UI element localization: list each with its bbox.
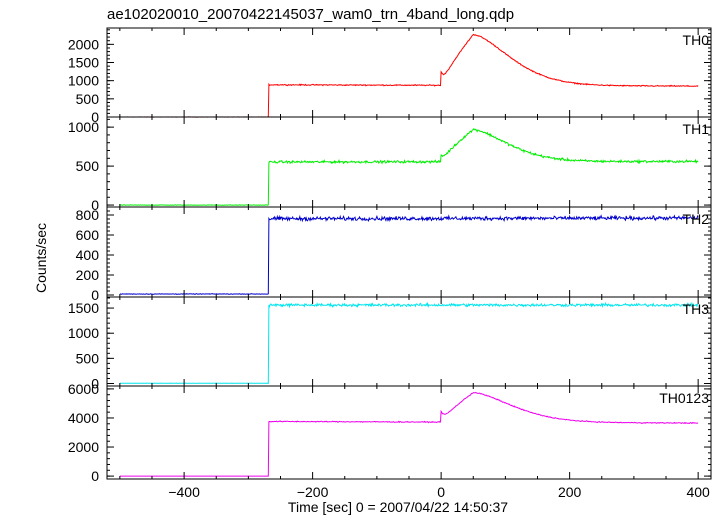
y-tick-label: 2000 <box>68 36 99 52</box>
panel-frame <box>106 206 712 298</box>
panel-frame <box>106 296 712 387</box>
panel-th0123: 0 2000 4000 6000 TH0123 <box>68 381 712 484</box>
panel-label-th0: TH0 <box>683 32 710 48</box>
x-axis-label: Time [sec] 0 = 2007/04/22 14:50:37 <box>288 499 508 515</box>
series-line-th0 <box>119 33 699 118</box>
panel-frame <box>106 385 712 480</box>
series-line-th3 <box>119 301 699 384</box>
y-tick-label: 500 <box>76 91 100 107</box>
y-tick-label: 500 <box>76 158 100 174</box>
series-line-th2 <box>119 214 699 295</box>
y-tick-label: 1500 <box>68 300 99 316</box>
panel-frame <box>106 27 712 118</box>
y-tick-label: 0 <box>91 197 99 213</box>
x-tick-label: −200 <box>297 484 329 500</box>
panel-label-th0123: TH0123 <box>659 390 709 406</box>
y-tick-label: 200 <box>76 267 100 283</box>
panel-th0: 0 500 1000 1500 2000 TH0 <box>68 27 712 125</box>
panel-label-th2: TH2 <box>683 211 710 227</box>
panel-th2: 0 200 400 600 800 TH2 <box>76 206 712 303</box>
y-tick-label: 2000 <box>68 439 99 455</box>
y-tick-label: 4000 <box>68 410 99 426</box>
y-tick-label: 0 <box>91 468 99 484</box>
x-tick-label: 200 <box>558 484 582 500</box>
panel-th1: 0 500 1000 TH1 <box>68 116 712 213</box>
panel-label-th3: TH3 <box>683 301 710 317</box>
chart-title: ae102020010_20070422145037_wam0_trn_4ban… <box>107 6 514 23</box>
panel-label-th1: TH1 <box>683 121 710 137</box>
series-line-th1 <box>119 127 699 206</box>
panel-th3: 0 500 1000 1500 TH3 <box>68 296 712 391</box>
y-tick-label: 800 <box>76 207 100 223</box>
y-tick-label: 0 <box>91 287 99 303</box>
y-tick-label: 600 <box>76 227 100 243</box>
y-tick-label: 0 <box>91 109 99 125</box>
y-tick-label: 6000 <box>68 381 99 397</box>
y-axis-label: Counts/sec <box>33 223 49 293</box>
x-tick-label: 400 <box>686 484 710 500</box>
y-tick-label: 1500 <box>68 55 99 71</box>
x-tick-label: −400 <box>168 484 200 500</box>
y-tick-label: 500 <box>76 350 100 366</box>
y-tick-label: 0 <box>91 375 99 391</box>
y-tick-label: 1000 <box>68 325 99 341</box>
y-tick-label: 400 <box>76 247 100 263</box>
y-tick-label: 1000 <box>68 119 99 135</box>
x-tick-label: 0 <box>437 484 445 500</box>
series-line-th0123 <box>119 392 699 477</box>
y-tick-label: 1000 <box>68 73 99 89</box>
